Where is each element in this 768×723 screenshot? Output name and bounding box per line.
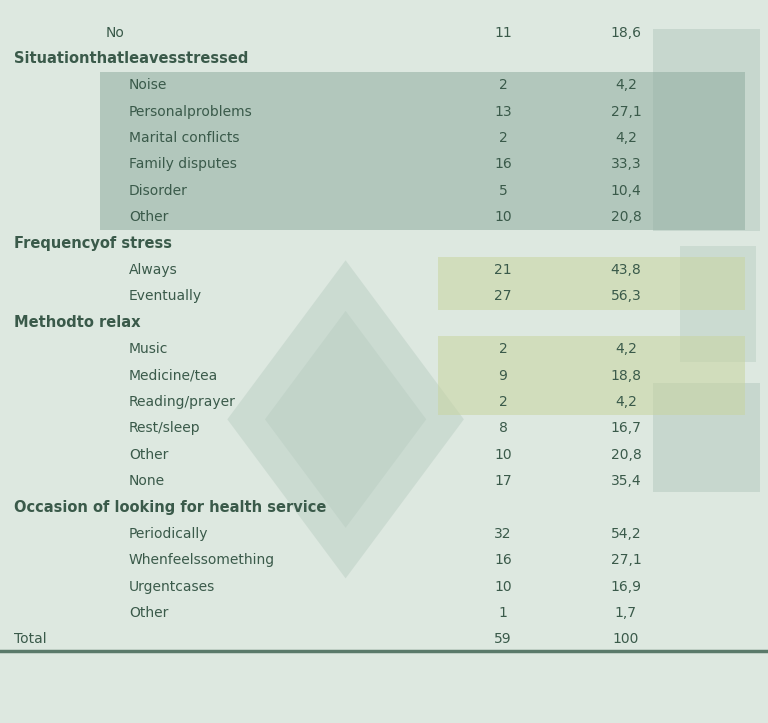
Text: None: None [129, 474, 165, 488]
Text: 13: 13 [495, 105, 511, 119]
Text: 17: 17 [495, 474, 511, 488]
Text: Methodto relax: Methodto relax [14, 315, 141, 330]
Text: No: No [106, 25, 125, 40]
Text: Periodically: Periodically [129, 527, 209, 541]
FancyBboxPatch shape [438, 257, 745, 309]
Text: 10: 10 [495, 448, 511, 462]
Text: Rest/sleep: Rest/sleep [129, 422, 200, 435]
Polygon shape [227, 260, 464, 578]
Text: 18,6: 18,6 [611, 25, 641, 40]
Text: Urgentcases: Urgentcases [129, 580, 215, 594]
Text: 16: 16 [494, 553, 512, 568]
Text: 16,9: 16,9 [611, 580, 641, 594]
Text: Other: Other [129, 448, 168, 462]
Text: Frequencyof stress: Frequencyof stress [14, 236, 172, 251]
Text: Family disputes: Family disputes [129, 158, 237, 171]
Text: 10,4: 10,4 [611, 184, 641, 198]
Text: 59: 59 [495, 633, 511, 646]
Text: Other: Other [129, 606, 168, 620]
Text: 21: 21 [495, 263, 511, 277]
Text: 32: 32 [495, 527, 511, 541]
Text: Always: Always [129, 263, 177, 277]
Text: Personalproblems: Personalproblems [129, 105, 253, 119]
Text: 20,8: 20,8 [611, 210, 641, 224]
Text: 54,2: 54,2 [611, 527, 641, 541]
FancyBboxPatch shape [653, 383, 760, 492]
Text: 100: 100 [613, 633, 639, 646]
Text: 35,4: 35,4 [611, 474, 641, 488]
Text: 2: 2 [498, 395, 508, 409]
Text: Eventually: Eventually [129, 289, 202, 304]
Text: 11: 11 [494, 25, 512, 40]
Text: Total: Total [14, 633, 46, 646]
Text: 10: 10 [495, 580, 511, 594]
Text: 56,3: 56,3 [611, 289, 641, 304]
Text: Reading/prayer: Reading/prayer [129, 395, 236, 409]
Text: 2: 2 [498, 342, 508, 356]
Text: 5: 5 [498, 184, 508, 198]
Text: 43,8: 43,8 [611, 263, 641, 277]
FancyBboxPatch shape [100, 72, 745, 231]
FancyBboxPatch shape [653, 29, 760, 231]
Text: 20,8: 20,8 [611, 448, 641, 462]
FancyBboxPatch shape [438, 336, 745, 415]
Text: 2: 2 [498, 131, 508, 145]
Text: Disorder: Disorder [129, 184, 188, 198]
Text: 4,2: 4,2 [615, 342, 637, 356]
Text: 16,7: 16,7 [611, 422, 641, 435]
Text: 27: 27 [495, 289, 511, 304]
Text: 1,7: 1,7 [615, 606, 637, 620]
Text: 10: 10 [495, 210, 511, 224]
Text: 9: 9 [498, 369, 508, 382]
Text: Medicine/tea: Medicine/tea [129, 369, 218, 382]
Text: Music: Music [129, 342, 168, 356]
Text: 16: 16 [494, 158, 512, 171]
Text: 1: 1 [498, 606, 508, 620]
Text: 2: 2 [498, 78, 508, 93]
Text: 27,1: 27,1 [611, 553, 641, 568]
Text: Marital conflicts: Marital conflicts [129, 131, 240, 145]
Text: 4,2: 4,2 [615, 78, 637, 93]
Text: Whenfeelssomething: Whenfeelssomething [129, 553, 275, 568]
Text: Situationthatleavesstressed: Situationthatleavesstressed [14, 51, 248, 67]
Text: 4,2: 4,2 [615, 395, 637, 409]
Polygon shape [265, 311, 426, 528]
Text: Other: Other [129, 210, 168, 224]
Text: Noise: Noise [129, 78, 167, 93]
Text: 33,3: 33,3 [611, 158, 641, 171]
Text: 4,2: 4,2 [615, 131, 637, 145]
Text: 27,1: 27,1 [611, 105, 641, 119]
Text: 18,8: 18,8 [611, 369, 641, 382]
Text: Occasion of looking for health service: Occasion of looking for health service [14, 500, 326, 515]
FancyBboxPatch shape [680, 246, 756, 362]
Text: 8: 8 [498, 422, 508, 435]
